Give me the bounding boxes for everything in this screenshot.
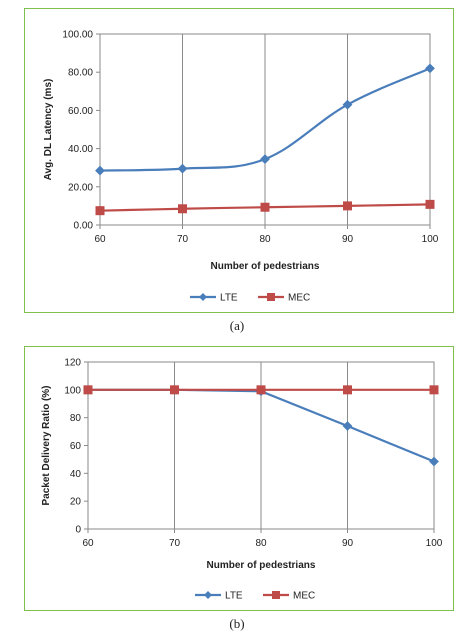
data-point-lte xyxy=(429,456,439,467)
y-tick-label: 20.00 xyxy=(68,182,93,193)
data-point-mec xyxy=(178,204,187,214)
delivery-ratio-chart: 60 70 80 90 100 0 20 40 60 80 100 120 Number of pede… xyxy=(41,358,443,602)
y-tick-label: 0 xyxy=(75,525,81,536)
series-lte xyxy=(95,63,435,176)
data-point-mec xyxy=(260,202,270,212)
data-point-mec xyxy=(429,385,439,395)
legend-item-mec: MEC xyxy=(263,591,315,602)
latency-chart: 60 70 80 90 100 0.00 20.00 40.00 60.00 80.00 100.0… xyxy=(43,30,439,304)
x-tick-label: 100 xyxy=(422,234,439,245)
x-axis-label: Number of pedestrians xyxy=(211,261,320,272)
legend-label-lte: LTE xyxy=(225,591,243,602)
legend-label-lte: LTE xyxy=(220,293,238,304)
legend-label-mec: MEC xyxy=(293,591,315,602)
x-tick-label: 60 xyxy=(82,538,94,549)
legend-item-lte: LTE xyxy=(190,293,238,304)
data-point-mec xyxy=(170,385,179,395)
x-tick-label: 80 xyxy=(255,538,267,549)
x-tick-label: 100 xyxy=(426,538,443,549)
data-point-mec xyxy=(83,385,93,395)
x-tick-label: 90 xyxy=(342,538,354,549)
legend-marker-lte xyxy=(204,591,212,599)
y-tick-label: 60.00 xyxy=(68,106,93,117)
y-tick-label: 120 xyxy=(64,358,81,369)
x-tick-label: 70 xyxy=(177,234,189,245)
legend-marker-mec xyxy=(267,293,275,301)
x-tick-label: 80 xyxy=(259,234,271,245)
caption-b: (b) xyxy=(229,616,245,631)
chart-panel-a: 60 70 80 90 100 0.00 20.00 40.00 60.00 80.00 100.0… xyxy=(24,8,454,313)
y-tick-label: 80 xyxy=(70,413,82,424)
y-tick-label: 0.00 xyxy=(74,221,94,232)
y-tick-label: 100.00 xyxy=(62,30,93,41)
data-point-mec xyxy=(343,385,352,395)
series-mec xyxy=(83,385,439,395)
y-tick-label: 100 xyxy=(64,385,81,396)
legend-item-mec: MEC xyxy=(258,293,310,304)
data-point-lte xyxy=(342,99,353,110)
y-axis-label: Avg. DL Latency (ms) xyxy=(43,79,54,181)
x-axis-label: Number of pedestrians xyxy=(207,560,316,571)
series-mec xyxy=(95,199,435,216)
caption-a: (a) xyxy=(229,318,245,333)
legend-marker-mec xyxy=(272,591,280,599)
data-point-mec xyxy=(343,201,352,211)
data-point-mec xyxy=(95,206,105,216)
x-tick-label: 60 xyxy=(94,234,106,245)
chart-panel-b: 60 70 80 90 100 0 20 40 60 80 100 120 Number of pede… xyxy=(24,346,454,611)
x-tick-label: 70 xyxy=(169,538,181,549)
data-point-lte xyxy=(95,165,105,176)
data-point-lte xyxy=(260,154,270,165)
data-point-mec xyxy=(425,199,435,209)
y-tick-label: 80.00 xyxy=(68,68,93,79)
data-point-lte xyxy=(342,421,353,431)
x-tick-label: 90 xyxy=(342,234,354,245)
legend-marker-lte xyxy=(199,293,207,301)
y-tick-label: 20 xyxy=(70,497,82,508)
legend-label-mec: MEC xyxy=(288,293,310,304)
legend-item-lte: LTE xyxy=(195,591,243,602)
data-point-mec xyxy=(256,385,266,395)
data-point-lte xyxy=(177,163,188,174)
data-point-lte xyxy=(425,63,435,74)
y-tick-label: 40.00 xyxy=(68,144,93,155)
y-tick-label: 40 xyxy=(70,469,82,480)
y-tick-label: 60 xyxy=(70,441,82,452)
y-axis-label: Packet Delivery Ratio (%) xyxy=(41,385,52,505)
